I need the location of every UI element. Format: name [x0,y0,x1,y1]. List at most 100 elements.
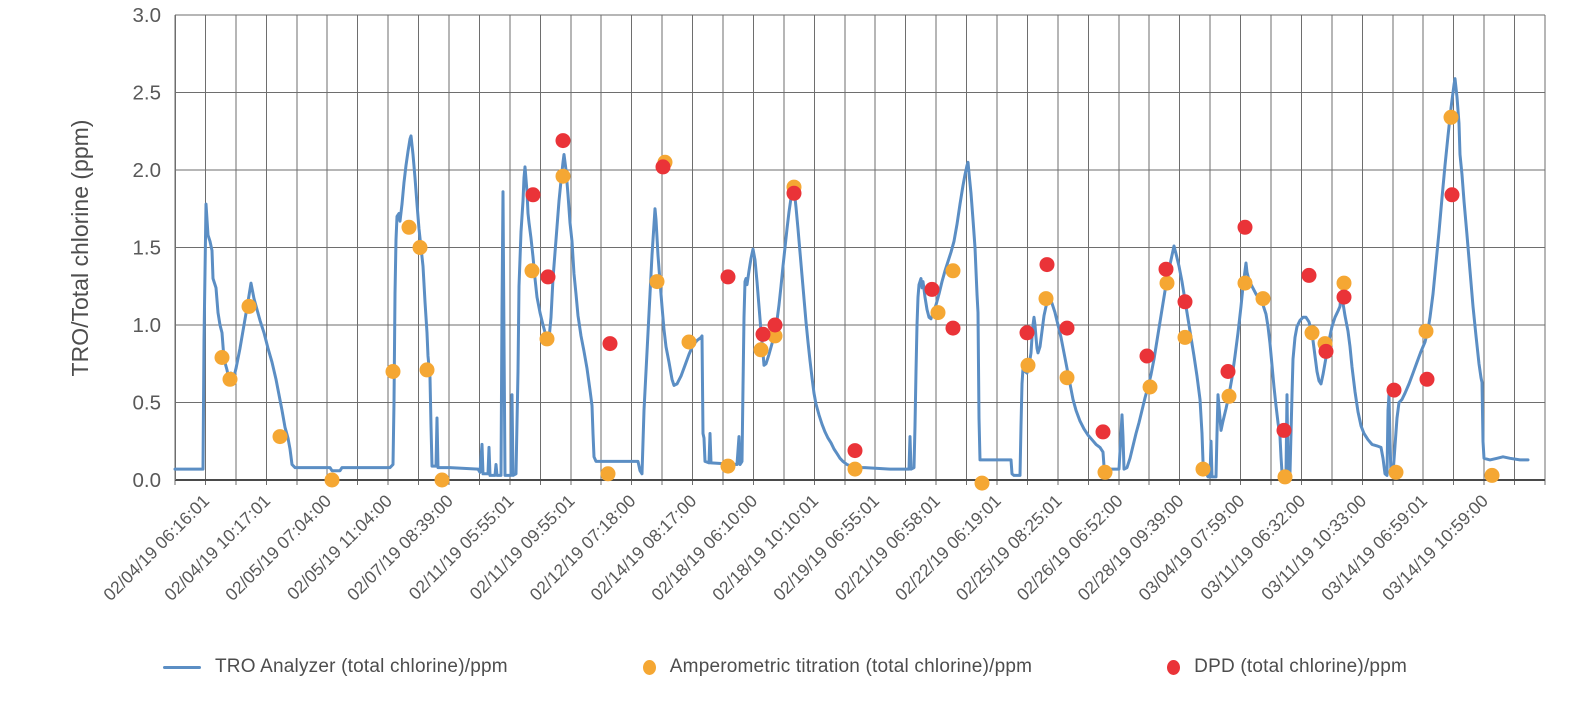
amperometric-point [1038,291,1054,307]
dpd-point [786,185,802,201]
dpd-point [945,320,961,336]
dpd-point [525,187,541,203]
dpd-point [540,269,556,285]
dpd-point [720,269,736,285]
amperometric-point [524,263,540,279]
grid [174,14,1546,485]
amperometric-point [1059,370,1075,386]
x-tick-label: 02/19/19 06:55:01 [769,491,883,605]
x-tick-label: 03/14/19 10:59:00 [1378,491,1492,605]
amperometric-point [930,305,946,321]
x-tick-label: 03/11/19 10:33:00 [1257,491,1370,604]
x-tick-label: 02/04/19 10:17:01 [160,491,274,605]
amperometric-point [720,458,736,474]
amperometric-points [214,109,1500,491]
amperometric-point [753,342,769,358]
dpd-point [602,336,618,352]
legend-label-amperometric: Amperometric titration (total chlorine)/… [669,656,1033,677]
dpd-point [1059,320,1075,336]
amperometric-point [434,472,450,488]
dpd-point [1301,267,1317,283]
dpd-point [1237,219,1253,235]
dpd-point [1177,294,1193,310]
amperometric-point [324,472,340,488]
y-tick-label: 1.0 [133,314,162,337]
y-tick-label: 2.5 [133,82,162,105]
amperometric-point [419,362,435,378]
amperometric-point [222,371,238,387]
amperometric-point [241,298,257,314]
x-tick-label: 02/18/19 10:10:01 [708,491,822,605]
legend-item-tro-analyzer: TRO Analyzer (total chlorine)/ppm [163,656,508,678]
tro-line-swatch-icon [163,665,201,669]
x-tick-label: 03/11/19 06:32:00 [1196,491,1309,604]
x-tick-label: 02/18/19 06:10:00 [647,491,761,605]
x-tick-label: 02/07/19 08:39:00 [343,491,457,605]
amperometric-point [272,429,288,445]
amperometric-point [1336,275,1352,291]
amperometric-point [1097,464,1113,480]
amperometric-point [1304,325,1320,341]
amperometric-point [385,364,401,379]
dpd-point [1220,364,1236,379]
amperometric-point [600,466,616,482]
amperometric-point [945,263,961,279]
dpd-point [1158,261,1174,277]
amperometric-point [401,219,417,235]
dpd-point [1318,343,1334,359]
dpd-points [525,133,1460,459]
y-tick-label: 3.0 [133,4,162,27]
amperometric-point [1443,109,1459,125]
dpd-point [1336,289,1352,305]
amperometric-point [1195,461,1211,477]
amperometric-point [681,334,697,350]
dpd-point [924,281,940,297]
dpd-point [755,326,771,342]
dpd-point [847,443,863,459]
x-tick-label: 02/12/19 07:18:00 [526,491,640,605]
y-tick-label: 0.5 [133,392,162,415]
amperometric-dot-swatch-icon [642,659,656,675]
chlorine-chart: 0.00.51.01.52.02.53.002/04/19 06:16:0102… [67,4,1546,605]
y-tick-label: 1.5 [133,237,162,260]
amperometric-point [214,350,230,365]
dpd-point [1386,382,1402,398]
amperometric-point [974,475,990,491]
dpd-point [1276,422,1292,438]
legend-label-tro-analyzer: TRO Analyzer (total chlorine)/ppm [215,656,508,677]
dpd-point [1444,187,1460,203]
x-tick-label: 02/26/19 06:52:00 [1013,491,1127,605]
legend-item-dpd: DPD (total chlorine)/ppm [1167,656,1407,678]
amperometric-point [1221,388,1237,404]
legend-item-amperometric: Amperometric titration (total chlorine)/… [642,656,1033,678]
amperometric-point [1484,467,1500,483]
dpd-point [1139,348,1155,364]
x-tick-label: 02/11/19 09:55:01 [466,491,579,604]
chart-legend: TRO Analyzer (total chlorine)/ppm Ampero… [0,656,1570,678]
x-tick-label: 02/25/19 08:25:01 [952,491,1066,605]
dpd-point [1419,371,1435,387]
amperometric-point [555,168,571,184]
x-tick-label: 02/11/19 05:55:01 [405,491,518,604]
amperometric-point [1237,275,1253,291]
amperometric-point [1388,464,1404,480]
dpd-point [1095,424,1111,440]
dpd-dot-swatch-icon [1167,659,1181,675]
amperometric-point [539,331,555,347]
dpd-point [655,159,671,175]
y-tick-labels: 0.0 0.5 1.0 1.5 2.0 2.5 3.0 [133,4,162,492]
x-tick-label: 03/04/19 07:59:00 [1134,491,1248,605]
x-tick-label: 02/05/19 11:04:00 [283,491,396,604]
x-tick-label: 02/22/19 06:19:01 [891,491,1005,605]
y-tick-label: 0.0 [133,469,162,492]
amperometric-point [1142,379,1158,395]
x-tick-label: 02/04/19 06:16:01 [99,491,213,605]
dpd-point [555,133,571,149]
y-tick-label: 2.0 [133,159,162,182]
amperometric-point [1020,357,1036,373]
y-axis-title: TRO/Total chlorine (ppm) [67,120,93,377]
x-tick-label: 03/14/19 06:59:01 [1317,491,1431,605]
amperometric-point [1159,275,1175,291]
